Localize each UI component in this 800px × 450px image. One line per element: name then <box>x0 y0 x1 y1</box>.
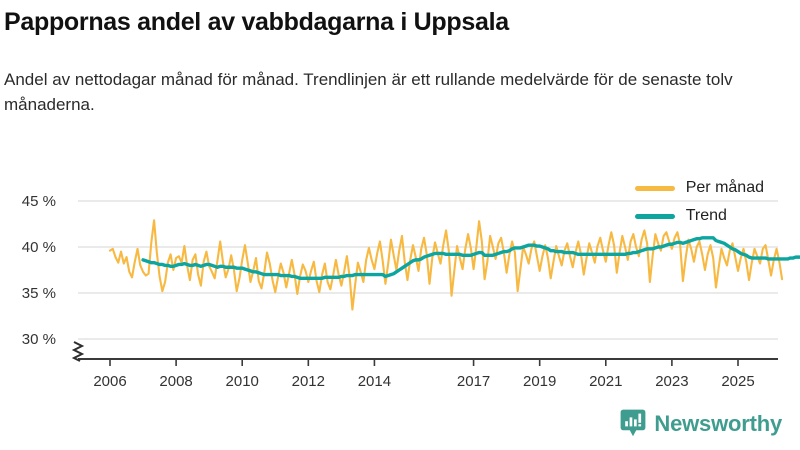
bar-chart-speech-bubble-icon <box>621 409 646 437</box>
x-axis-tick-label: 2021 <box>589 373 622 390</box>
y-axis-tick-label: 40 % <box>22 239 56 256</box>
x-axis-tick-label: 2010 <box>226 373 259 390</box>
legend-item-per-manad[interactable]: Per månad <box>634 178 764 198</box>
x-axis-tick-label: 2006 <box>93 373 126 390</box>
x-axis-tick-label: 2008 <box>159 373 192 390</box>
x-axis-tick-label: 2025 <box>721 373 754 390</box>
axis-break-icon <box>71 341 85 362</box>
chart-subtitle: Andel av nettodagar månad för månad. Tre… <box>4 70 733 114</box>
newsworthy-logo[interactable]: Newsworthy <box>620 409 782 438</box>
y-axis-tick-label: 30 % <box>22 331 56 348</box>
legend-label: Trend <box>685 207 727 224</box>
page-title: Pappornas andel av vabbdagarna i Uppsala <box>4 8 509 36</box>
chart-canvas: 30 % 35 % 40 % 45 % 2006 2008 2010 2012 2014 2017… <box>22 193 800 390</box>
chart-plot-area: 30 % 35 % 40 % 45 % 2006 2008 2010 2012 2014 2017… <box>0 150 800 400</box>
y-axis-tick-label: 35 % <box>22 285 56 302</box>
chart-legend: Per månad Trend <box>634 178 764 226</box>
x-axis-tick-label: 2014 <box>358 373 391 390</box>
series-line-trend <box>141 236 800 280</box>
x-axis-tick-label: 2017 <box>457 373 490 390</box>
brand-name: Newsworthy <box>654 410 782 436</box>
x-axis-tick-label: 2019 <box>523 373 556 390</box>
legend-item-trend[interactable]: Trend <box>634 206 764 226</box>
x-axis-tick-label: 2012 <box>292 373 325 390</box>
legend-label: Per månad <box>685 179 764 196</box>
x-axis-tick-label: 2023 <box>655 373 688 390</box>
line-swatch-icon <box>634 213 675 219</box>
y-axis-tick-label: 45 % <box>22 193 56 210</box>
line-swatch-icon <box>634 185 675 191</box>
